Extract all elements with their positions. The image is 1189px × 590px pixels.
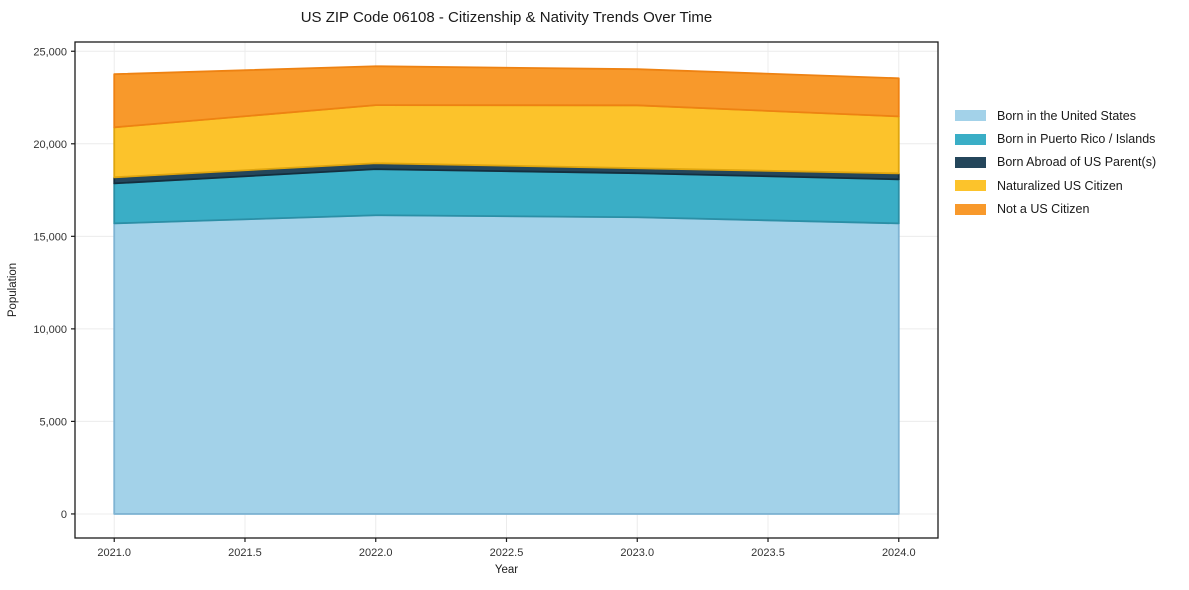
y-tick-label: 20,000 [33,139,67,151]
y-tick-label: 15,000 [33,231,67,243]
x-tick-label: 2023.5 [751,547,785,559]
x-tick-label: 2022.5 [490,547,524,559]
legend-swatch [955,110,986,122]
x-tick-label: 2021.0 [97,547,131,559]
legend-label: Born in Puerto Rico / Islands [997,132,1156,147]
legend-swatch [955,180,986,192]
legend-item: Naturalized US Citizen [955,174,1156,197]
x-tick-label: 2021.5 [228,547,262,559]
area-series-4 [113,65,900,129]
y-tick-label: 10,000 [33,324,67,336]
legend-item: Not a US Citizen [955,198,1156,221]
legend-label: Naturalized US Citizen [997,178,1123,193]
x-axis-label: Year [494,564,519,576]
legend-label: Not a US Citizen [997,202,1090,217]
x-tick-label: 2022.0 [359,547,393,559]
y-tick-label: 0 [61,509,67,521]
x-tick-label: 2024.0 [882,547,916,559]
area-series-0 [113,214,900,515]
legend-item: Born Abroad of US Parent(s) [955,151,1156,174]
y-axis-label: Population [7,262,19,318]
legend-item: Born in the United States [955,104,1156,127]
y-tick-label: 25,000 [33,46,67,58]
legend-swatch [955,133,986,145]
legend-label: Born Abroad of US Parent(s) [997,155,1157,170]
legend: Born in the United States Born in Puerto … [955,104,1156,221]
legend-swatch [955,156,986,168]
legend-item: Born in Puerto Rico / Islands [955,127,1156,150]
chart-title: US ZIP Code 06108 - Citizenship & Nativi… [300,9,713,26]
legend-swatch [955,203,986,215]
y-tick-label: 5,000 [39,416,67,428]
legend-label: Born in the United States [997,108,1136,123]
x-tick-label: 2023.0 [620,547,654,559]
